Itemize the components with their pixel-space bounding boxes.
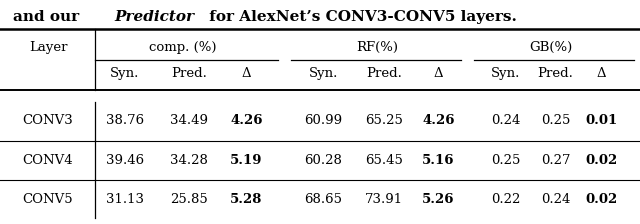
Text: 0.27: 0.27 [541,154,570,167]
Text: Δ: Δ [433,67,444,80]
Text: 0.02: 0.02 [586,154,618,167]
Text: 0.02: 0.02 [586,193,618,206]
Text: 60.28: 60.28 [304,154,342,167]
Text: 4.26: 4.26 [422,114,454,127]
Text: 4.26: 4.26 [230,114,262,127]
Text: Δ: Δ [596,67,607,80]
Text: CONV4: CONV4 [22,154,74,167]
Text: 0.24: 0.24 [491,114,520,127]
Text: 38.76: 38.76 [106,114,144,127]
Text: 60.99: 60.99 [304,114,342,127]
Text: 0.25: 0.25 [541,114,570,127]
Text: Pred.: Pred. [366,67,402,80]
Text: 0.25: 0.25 [491,154,520,167]
Text: comp. (%): comp. (%) [148,41,216,54]
Text: Predictor: Predictor [114,10,194,24]
Text: 34.49: 34.49 [170,114,208,127]
Text: 5.26: 5.26 [422,193,454,206]
Text: CONV5: CONV5 [22,193,74,206]
Text: 5.28: 5.28 [230,193,262,206]
Text: 5.16: 5.16 [422,154,454,167]
Text: and our: and our [13,10,84,24]
Text: Δ: Δ [241,67,252,80]
Text: 65.25: 65.25 [365,114,403,127]
Text: 34.28: 34.28 [170,154,208,167]
Text: CONV3: CONV3 [22,114,74,127]
Text: 31.13: 31.13 [106,193,144,206]
Text: 65.45: 65.45 [365,154,403,167]
Text: 73.91: 73.91 [365,193,403,206]
Text: 0.22: 0.22 [491,193,520,206]
Text: 68.65: 68.65 [304,193,342,206]
Text: 5.19: 5.19 [230,154,262,167]
Text: Pred.: Pred. [171,67,207,80]
Text: 25.85: 25.85 [170,193,207,206]
Text: GB(%): GB(%) [529,41,572,54]
Text: Syn.: Syn. [308,67,338,80]
Text: RF(%): RF(%) [356,41,399,54]
Text: 39.46: 39.46 [106,154,144,167]
Text: Pred.: Pred. [538,67,573,80]
Text: for AlexNet’s CONV3-CONV5 layers.: for AlexNet’s CONV3-CONV5 layers. [204,10,516,24]
Text: 0.01: 0.01 [586,114,618,127]
Text: Layer: Layer [29,41,67,54]
Text: 0.24: 0.24 [541,193,570,206]
Text: Syn.: Syn. [110,67,140,80]
Text: Syn.: Syn. [491,67,520,80]
